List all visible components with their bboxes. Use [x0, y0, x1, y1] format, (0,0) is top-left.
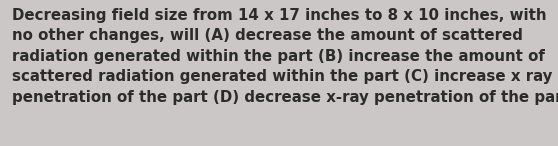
Text: Decreasing field size from 14 x 17 inches to 8 x 10 inches, with
no other change: Decreasing field size from 14 x 17 inche… [12, 8, 558, 105]
